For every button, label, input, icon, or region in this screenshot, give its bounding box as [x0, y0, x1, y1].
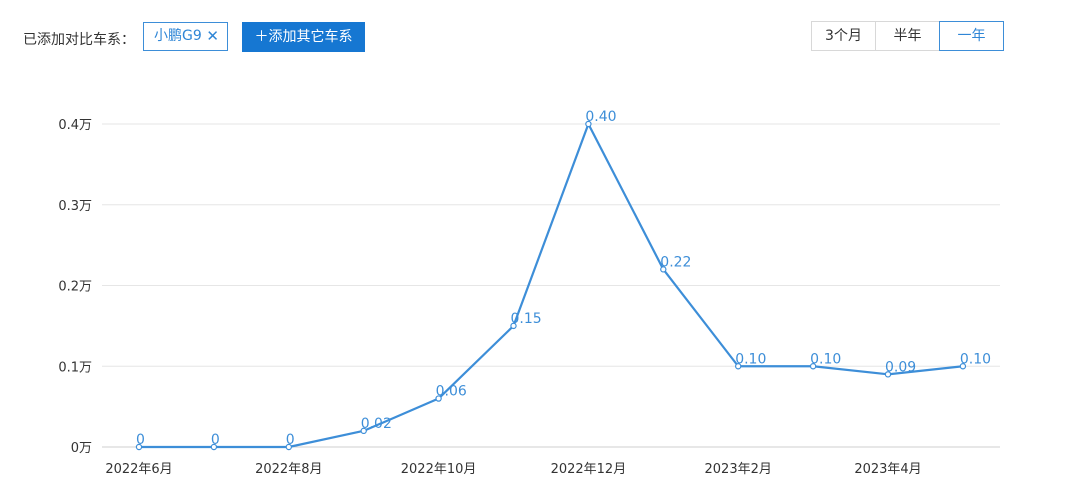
data-label: 0.15: [511, 311, 542, 327]
data-point: [585, 120, 592, 128]
data-label: 0: [136, 432, 145, 448]
y-tick-label: 0.4万: [58, 118, 92, 133]
y-tick-label: 0.1万: [58, 360, 92, 375]
data-point: [884, 371, 892, 378]
data-label: 0.09: [885, 359, 916, 375]
data-label: 0: [286, 432, 295, 448]
y-tick-label: 0.3万: [58, 199, 92, 214]
data-label: 0.40: [585, 109, 616, 125]
data-point: [435, 395, 442, 402]
close-icon[interactable]: ✕: [206, 27, 219, 45]
data-point: [210, 443, 218, 451]
added-series-label: 已添加对比车系：: [23, 32, 135, 48]
range-3-months-button[interactable]: 3个月: [811, 21, 876, 51]
data-point: [959, 363, 967, 370]
x-tick-label: 2022年12月: [551, 462, 627, 477]
x-tick-label: 2023年4月: [854, 462, 921, 477]
range-half-year-button[interactable]: 半年: [876, 21, 940, 51]
add-series-button[interactable]: ＋添加其它车系: [242, 22, 365, 52]
data-point: [285, 443, 292, 451]
series-line: [139, 122, 964, 449]
data-label: 0.10: [810, 351, 841, 367]
data-point: [660, 266, 667, 273]
data-point: [809, 363, 817, 370]
data-point: [135, 443, 143, 451]
data-point: [360, 427, 367, 435]
x-tick-label: 2022年6月: [105, 462, 172, 477]
x-tick-label: 2023年2月: [705, 462, 772, 477]
data-label: 0.02: [361, 416, 392, 432]
y-tick-label: 0.2万: [58, 280, 92, 295]
range-one-year-button[interactable]: 一年: [939, 21, 1004, 51]
data-label: 0.06: [436, 384, 467, 400]
data-label: 0.22: [660, 254, 691, 270]
data-label: 0.10: [735, 351, 766, 367]
series-tag[interactable]: 小鹏G9 ✕: [143, 22, 228, 51]
data-label: 0: [211, 432, 220, 448]
toolbar: 已添加对比车系： 小鹏G9 ✕ ＋添加其它车系 3个月 半年 一年: [0, 0, 1080, 70]
x-tick-label: 2022年8月: [255, 462, 322, 477]
series-tag-label: 小鹏G9: [154, 28, 202, 44]
data-point: [735, 363, 742, 370]
data-label: 0.10: [960, 351, 991, 367]
y-tick-label: 0万: [71, 441, 92, 456]
data-point: [510, 322, 517, 330]
x-tick-label: 2022年10月: [401, 462, 477, 477]
